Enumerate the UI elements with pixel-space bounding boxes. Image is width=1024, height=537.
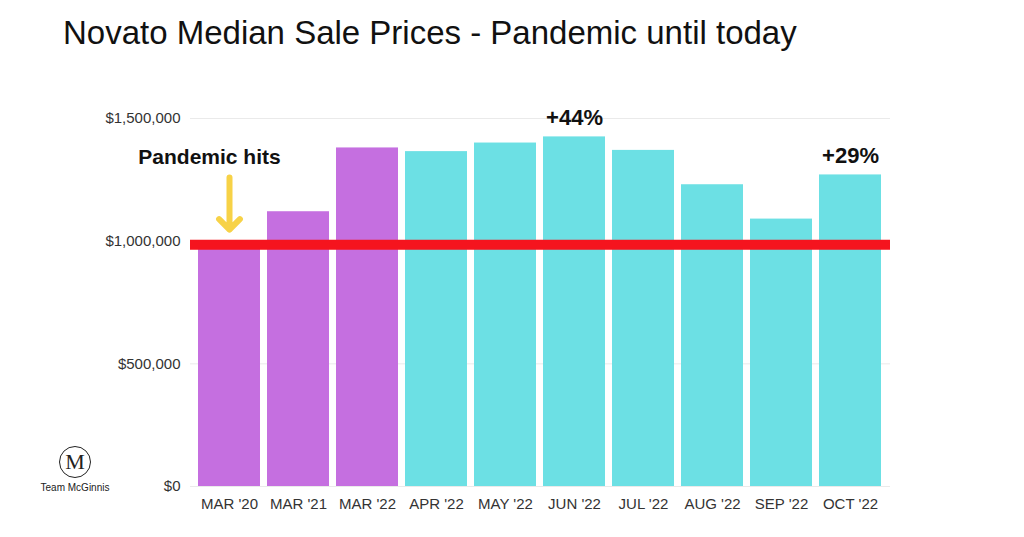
svg-text:$0: $0 (164, 477, 181, 494)
html-text:Novato Median Sale Prices - Pa: Novato Median Sale Prices - Pandemic unt… (63, 14, 797, 51)
svg-text:+44%: +44% (546, 105, 603, 130)
svg-text:MAR '22: MAR '22 (339, 495, 396, 512)
svg-text:MAR '20: MAR '20 (201, 495, 258, 512)
svg-text:JUL '22: JUL '22 (619, 495, 669, 512)
html-text:Team McGinnis: Team McGinnis (40, 482, 110, 493)
svg-text:Pandemic hits: Pandemic hits (138, 145, 280, 168)
svg-text:$1,000,000: $1,000,000 (105, 232, 180, 249)
svg-text:$500,000: $500,000 (118, 355, 181, 372)
svg-text:+29%: +29% (822, 143, 879, 168)
svg-text:JUN '22: JUN '22 (548, 495, 601, 512)
svg-text:$1,500,000: $1,500,000 (105, 109, 180, 126)
svg-text:SEP '22: SEP '22 (755, 495, 808, 512)
html-text:M: M (65, 449, 85, 474)
svg-text:AUG '22: AUG '22 (684, 495, 740, 512)
svg-text:APR '22: APR '22 (409, 495, 464, 512)
svg-text:MAY '22: MAY '22 (478, 495, 533, 512)
svg-text:OCT '22: OCT '22 (823, 495, 878, 512)
svg-text:MAR '21: MAR '21 (270, 495, 327, 512)
